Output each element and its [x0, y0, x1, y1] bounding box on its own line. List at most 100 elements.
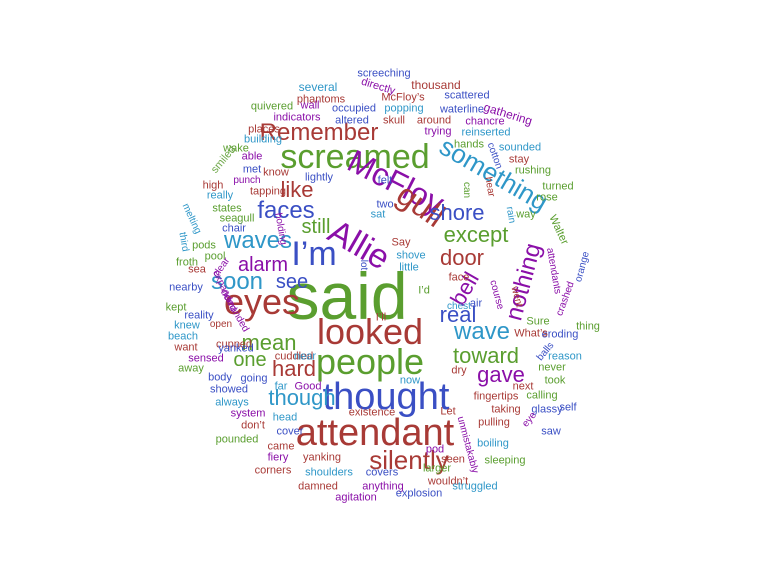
word-118: What’s	[514, 327, 548, 340]
word-13: Remember	[259, 119, 379, 146]
word-113: I’ll	[375, 311, 387, 324]
word-25: except	[443, 222, 509, 247]
word-114: eroding	[541, 328, 579, 341]
word-62: stay	[508, 153, 530, 166]
word-120: want	[174, 341, 198, 354]
word-63: know	[263, 166, 289, 179]
word-107: kept	[165, 301, 187, 314]
word-49: skull	[382, 114, 406, 127]
word-35: thousand	[411, 78, 461, 92]
word-66: felt	[377, 174, 393, 187]
word-52: places	[248, 123, 280, 136]
word-40: scattered	[444, 89, 490, 102]
word-163: covers	[365, 466, 399, 479]
word-60: smiled	[208, 143, 239, 176]
word-147: don’t	[241, 419, 265, 432]
word-19: mean	[241, 330, 297, 355]
word-87: pods	[192, 239, 216, 252]
word-164: larger	[422, 462, 452, 475]
word-7: I’m	[291, 235, 337, 273]
word-157: fiery	[267, 451, 289, 464]
word-139: always	[215, 396, 249, 409]
word-0: said	[286, 259, 408, 333]
word-22: gave	[477, 362, 525, 387]
word-48: altered	[335, 114, 369, 127]
word-32: one	[233, 349, 267, 371]
word-70: lightly	[304, 171, 334, 184]
word-128: never	[538, 361, 566, 374]
word-73: tapping	[249, 185, 287, 198]
word-12: faces	[257, 197, 315, 224]
word-68: punch	[233, 175, 261, 186]
word-20: nothing	[500, 240, 547, 324]
word-117: cupped	[215, 338, 253, 351]
word-36: several	[298, 80, 338, 94]
word-83: chair	[222, 222, 246, 235]
word-53: trying	[424, 125, 452, 138]
word-41: quivered	[250, 100, 294, 113]
word-81: way	[516, 208, 536, 221]
word-119: cuddled	[274, 350, 314, 363]
word-4: looked	[316, 311, 424, 352]
word-144: system	[230, 407, 266, 420]
word-141: Let	[440, 405, 456, 418]
word-133: next	[512, 380, 534, 393]
word-153: came	[267, 440, 295, 453]
word-57: hands	[454, 138, 484, 151]
word-159: seen	[441, 453, 465, 466]
word-160: sleeping	[484, 454, 526, 467]
word-124: reason	[548, 350, 582, 363]
word-71: hear	[482, 176, 497, 198]
word-74: can	[461, 181, 472, 199]
word-54: reinserted	[461, 126, 511, 139]
word-129: body	[208, 371, 232, 384]
word-75: states	[212, 202, 242, 215]
word-151: saw	[541, 425, 561, 438]
word-51: chancre	[465, 115, 505, 128]
word-26: real	[439, 302, 477, 327]
word-108: reality	[184, 309, 214, 322]
word-125: near	[293, 350, 317, 363]
word-158: yanking	[303, 451, 341, 464]
word-143: existence	[348, 406, 396, 419]
word-50: around	[416, 114, 452, 127]
word-91: froth	[175, 256, 199, 269]
word-95: little	[399, 261, 419, 274]
word-105: chest	[447, 301, 471, 312]
word-28: like	[280, 177, 314, 202]
word-45: waterline	[439, 103, 485, 116]
word-14: silently	[369, 445, 449, 475]
word-106: air	[469, 297, 483, 310]
word-86: third	[176, 231, 191, 253]
word-56: wake	[223, 142, 249, 155]
word-89: pool	[204, 250, 226, 263]
word-23: alarm	[237, 254, 289, 276]
word-29: see	[275, 271, 309, 293]
word-85: Walter	[546, 213, 571, 247]
word-166: anything	[362, 480, 404, 493]
word-69: high	[202, 179, 224, 192]
word-5: screamed	[280, 138, 430, 176]
word-162: shoulders	[305, 466, 353, 479]
word-170: explosion	[395, 487, 443, 500]
word-78: melting	[179, 201, 204, 236]
word-90: lot	[358, 259, 369, 271]
word-6: eyes	[223, 281, 301, 322]
word-31: hard	[271, 356, 317, 381]
word-102: nearby	[169, 281, 203, 294]
word-140: self	[559, 401, 577, 414]
word-165: damned	[298, 480, 338, 493]
word-130: going	[240, 372, 268, 385]
word-16: waves	[223, 227, 293, 254]
word-30: still	[301, 216, 331, 238]
word-24: door	[439, 245, 485, 270]
word-167: wouldn’t	[427, 475, 469, 488]
word-168: struggled	[452, 480, 498, 493]
word-93: shove	[396, 249, 426, 262]
word-21: toward	[452, 343, 520, 368]
word-137: calling	[526, 389, 558, 402]
word-18: shore	[429, 200, 485, 225]
word-2: attendant	[295, 412, 455, 454]
word-17: soon	[210, 268, 264, 295]
word-39: McFloy’s	[381, 91, 425, 104]
